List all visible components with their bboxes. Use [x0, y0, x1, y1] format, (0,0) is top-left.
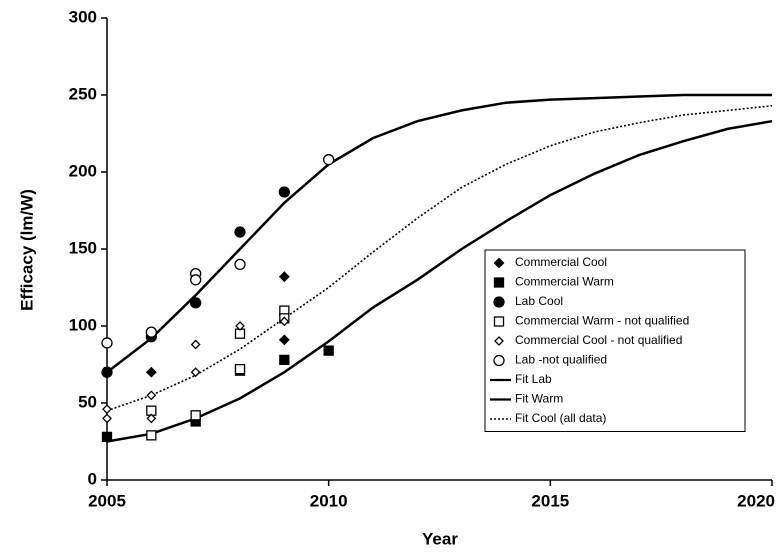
data-point — [146, 390, 157, 401]
data-point — [145, 326, 157, 338]
data-point — [145, 366, 157, 378]
data-point — [190, 274, 202, 286]
fit-line — [106, 104, 773, 412]
legend-label: Lab Cool — [515, 294, 563, 308]
legend-label: Fit Cool (all data) — [515, 411, 606, 425]
data-point — [235, 321, 245, 331]
legend-marker — [493, 257, 505, 269]
legend-label: Commercial Warm - not qualified — [515, 314, 689, 328]
y-tick-label: 100 — [69, 315, 97, 334]
legend-label: Commercial Warm — [515, 275, 614, 289]
x-tick-label: 2005 — [88, 491, 126, 510]
legend-box — [484, 249, 746, 432]
y-tick-label: 150 — [69, 238, 97, 257]
legend-marker — [493, 354, 505, 367]
y-tick-label: 300 — [69, 7, 97, 26]
data-point — [101, 337, 113, 349]
legend-marker — [493, 277, 505, 288]
data-point — [323, 154, 335, 166]
fit-line — [106, 119, 773, 443]
data-point — [190, 410, 201, 421]
x-tick-label: 2015 — [531, 491, 569, 510]
data-point — [234, 258, 246, 271]
data-point — [234, 226, 246, 238]
data-point — [279, 316, 290, 327]
y-tick-label: 50 — [78, 392, 97, 411]
legend-label: Lab -not qualified — [515, 353, 607, 367]
data-point — [234, 363, 246, 375]
y-axis-title: Efficacy (lm/W) — [17, 189, 36, 311]
data-point — [278, 271, 290, 283]
legend-label: Fit Warm — [515, 392, 563, 406]
data-point — [190, 339, 201, 350]
legend-marker — [493, 316, 505, 327]
data-point — [323, 345, 334, 356]
y-tick-label: 200 — [69, 161, 97, 180]
x-tick-label: 2020 — [737, 491, 775, 510]
fit-line — [106, 93, 772, 374]
data-point — [102, 404, 112, 415]
data-point — [101, 366, 113, 378]
legend-label: Commercial Cool - not qualified — [515, 333, 682, 347]
legend-label: Commercial Cool — [515, 255, 607, 269]
data-point — [146, 430, 157, 441]
legend: Commercial Cool Commercial Warm Lab Cool Co… — [484, 249, 746, 432]
data-point — [101, 431, 113, 443]
x-tick-label: 2010 — [310, 491, 348, 510]
data-point — [190, 297, 202, 309]
data-point — [190, 367, 201, 378]
data-point — [278, 334, 290, 346]
data-point — [146, 413, 157, 424]
y-tick-label: 0 — [88, 469, 97, 488]
legend-marker — [493, 296, 505, 308]
data-point — [278, 186, 290, 198]
data-point — [279, 354, 290, 366]
x-axis-title: Year — [422, 529, 458, 548]
data-point — [102, 413, 112, 424]
y-tick-label: 250 — [69, 84, 97, 103]
legend-label: Fit Lab — [515, 372, 552, 386]
legend-marker — [494, 336, 504, 346]
